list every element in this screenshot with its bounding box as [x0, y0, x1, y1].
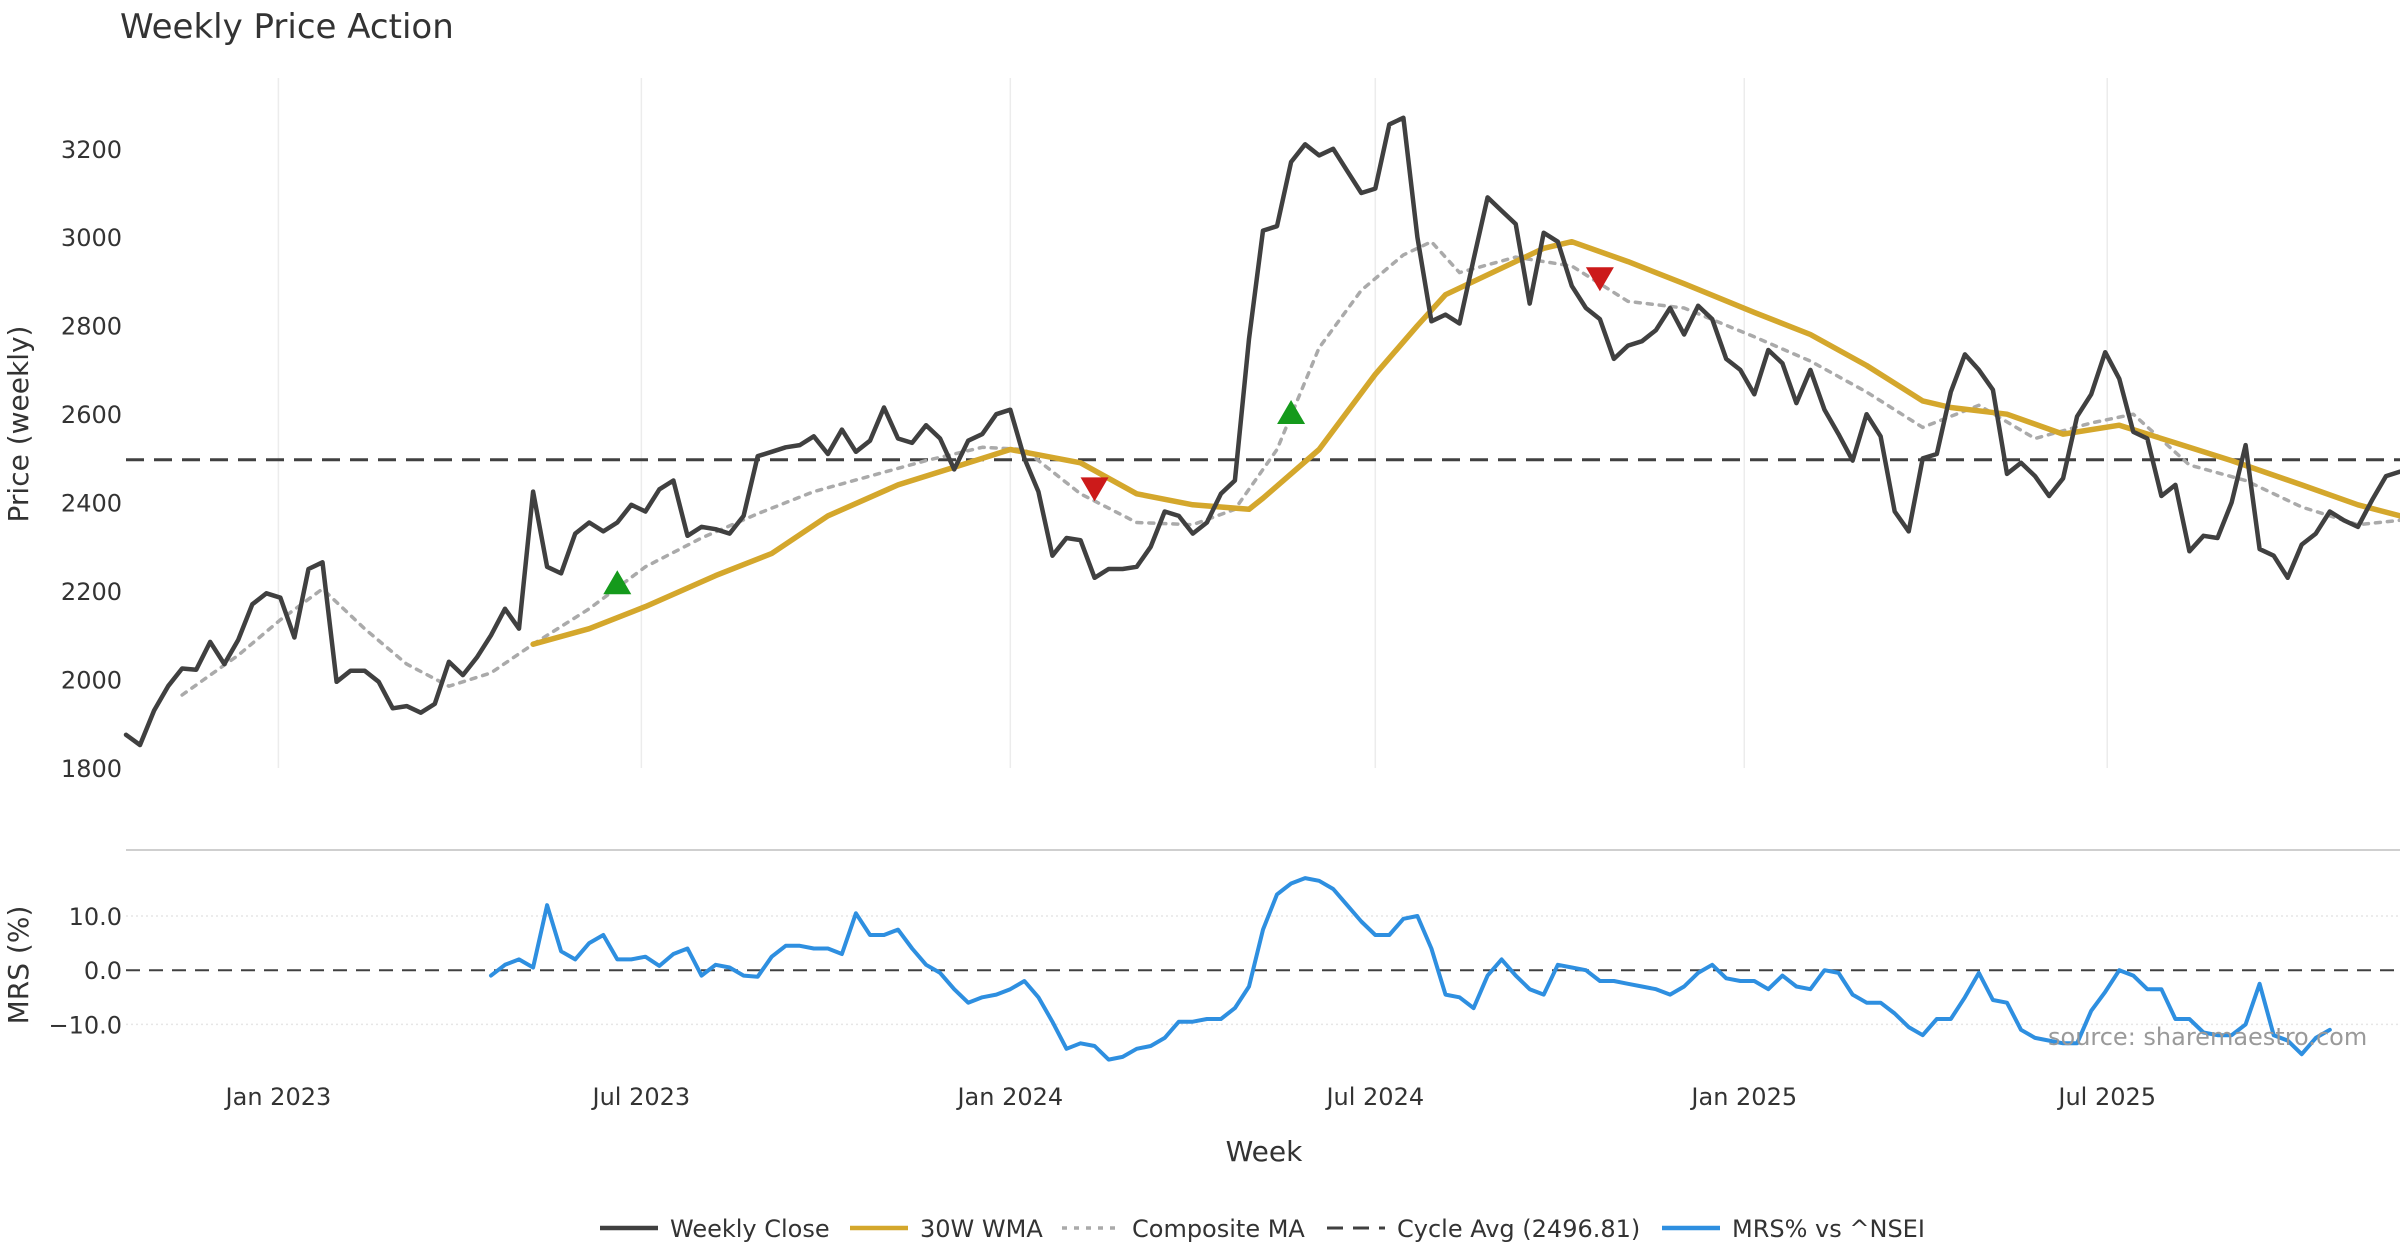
series-30w-wma [530, 238, 2400, 647]
buy-signal-marker [1277, 399, 1306, 424]
x-tick-label: Jan 2025 [1689, 1083, 1797, 1111]
mrs-y-axis-label: MRS (%) [2, 906, 35, 1025]
legend-label: Composite MA [1132, 1215, 1305, 1243]
price-y-tick-label: 2000 [61, 667, 122, 695]
chart-title: Weekly Price Action [120, 7, 454, 47]
price-y-tick-label: 3200 [61, 136, 122, 164]
mrs-y-tick-label: 10.0 [69, 903, 122, 931]
legend: Weekly Close 30W WMA Composite MA Cycle Avg… [600, 1215, 1925, 1243]
sell-signal-marker [1585, 267, 1614, 292]
series-weekly-close [123, 115, 2400, 748]
price-y-tick-label: 2400 [61, 490, 122, 518]
legend-label: 30W WMA [920, 1215, 1043, 1243]
signal-markers [603, 267, 1614, 595]
mrs-y-tick-label: −10.0 [48, 1011, 122, 1039]
x-axis-label: Week [1226, 1135, 1303, 1168]
price-y-axis-ticks: 1800 2000 2200 2400 2600 2800 3000 3200 [61, 136, 122, 783]
price-y-tick-label: 2200 [61, 578, 122, 606]
legend-label: MRS% vs ^NSEI [1732, 1215, 1925, 1243]
x-tick-label: Jul 2024 [1324, 1083, 1424, 1111]
price-y-tick-label: 3000 [61, 224, 122, 252]
mrs-panel: 10.0 0.0 −10.0 MRS (%) source: sharemaestr… [2, 876, 2400, 1062]
price-y-tick-label: 1800 [61, 755, 122, 783]
price-y-tick-label: 2800 [61, 313, 122, 341]
mrs-y-axis-ticks: 10.0 0.0 −10.0 [48, 903, 2400, 1039]
price-y-tick-label: 2600 [61, 401, 122, 429]
series-mrs-vs-nsei [489, 876, 2332, 1062]
mrs-series-line [489, 876, 2332, 1062]
x-tick-label: Jul 2023 [591, 1083, 691, 1111]
price-series-lines [123, 115, 2400, 748]
series-composite-ma [180, 239, 2400, 697]
sell-signal-marker [1080, 477, 1109, 502]
price-panel: 1800 2000 2200 2400 2600 2800 3000 3200 Price (… [2, 78, 2400, 783]
buy-signal-marker [603, 570, 632, 595]
source-note: source: sharemaestro.com [2048, 1023, 2367, 1051]
legend-label: Cycle Avg (2496.81) [1397, 1215, 1640, 1243]
x-tick-label: Jan 2024 [955, 1083, 1063, 1111]
legend-label: Weekly Close [670, 1215, 830, 1243]
price-vertical-grid [277, 78, 2108, 768]
mrs-y-tick-label: 0.0 [84, 957, 122, 985]
x-tick-label: Jan 2023 [224, 1083, 332, 1111]
x-tick-label: Jul 2025 [2056, 1083, 2156, 1111]
price-y-axis-label: Price (weekly) [2, 326, 35, 523]
x-axis-ticks: Jan 2023 Jul 2023 Jan 2024 Jul 2024 Jan 2025… [224, 1083, 2157, 1111]
